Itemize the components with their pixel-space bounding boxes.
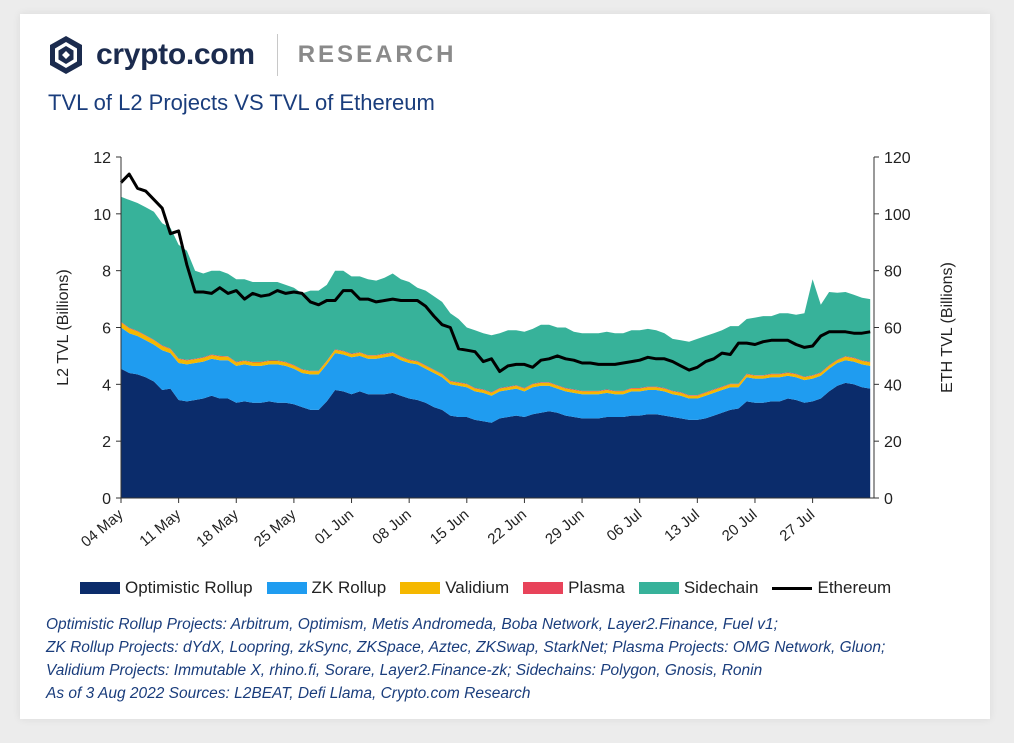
y-tick-label: 6 <box>102 321 111 338</box>
x-tick-label: 18 May <box>193 506 242 551</box>
legend-item-optimistic-rollup: Optimistic Rollup <box>80 578 253 598</box>
x-tick-label: 06 Jul <box>604 506 646 545</box>
x-tick-label: 13 Jul <box>661 506 703 545</box>
y-tick-label: 10 <box>93 207 111 224</box>
x-tick-label: 29 Jun <box>542 506 587 548</box>
legend-label: Validium <box>445 578 510 597</box>
note-zk-rollup: ZK Rollup Projects: dYdX, Loopring, zkSy… <box>46 639 886 656</box>
y-tick-label: 2 <box>102 434 111 451</box>
legend-item-zk-rollup: ZK Rollup <box>266 578 387 598</box>
legend-swatch <box>266 582 307 594</box>
note-optimistic-rollup: Optimistic Rollup Projects: Arbitrum, Op… <box>46 616 778 633</box>
note-validium: Validium Projects: Immutable X, rhino.fi… <box>46 662 763 679</box>
x-tick-label: 22 Jun <box>485 506 530 548</box>
y2-tick-label: 100 <box>884 207 911 224</box>
legend-label: Ethereum <box>817 578 892 597</box>
legend-item-ethereum: Ethereum <box>772 578 891 598</box>
legend-swatch <box>638 582 679 594</box>
legend-swatch <box>772 586 813 590</box>
brand-divider <box>276 34 278 76</box>
y-tick-label: 4 <box>102 377 111 394</box>
legend-label: Optimistic Rollup <box>125 578 253 597</box>
y2-axis-title: ETH TVL (Billions) <box>939 262 956 393</box>
legend-label: Sidechain <box>683 578 759 597</box>
legend-swatch <box>523 582 564 594</box>
x-tick-label: 01 Jun <box>312 506 357 548</box>
y-tick-label: 8 <box>102 264 111 281</box>
x-tick-label: 08 Jun <box>369 506 414 548</box>
legend-swatch <box>80 582 120 594</box>
area-zk-rollup <box>121 327 871 423</box>
chart-title: TVL of L2 Projects VS TVL of Ethereum <box>48 90 435 115</box>
y-tick-label: 0 <box>102 491 111 508</box>
chart-legend: Optimistic Rollup ZK Rollup Validium Plasma… <box>80 576 905 600</box>
brand-subtitle: RESEARCH <box>297 41 457 68</box>
x-tick-label: 04 May <box>78 506 127 551</box>
y2-tick-label: 120 <box>884 150 911 167</box>
legend-item-validium: Validium <box>400 578 509 598</box>
x-tick-label: 15 Jun <box>427 506 472 548</box>
x-tick-label: 11 May <box>136 506 184 550</box>
brand-name: crypto.com <box>96 38 255 71</box>
x-tick-label: 27 Jul <box>777 506 819 545</box>
legend-item-plasma: Plasma <box>523 578 625 598</box>
area-optimistic-rollup <box>121 368 871 498</box>
x-tick-label: 20 Jul <box>719 506 761 545</box>
y2-tick-label: 40 <box>884 377 902 394</box>
area-sidechain <box>121 196 871 396</box>
y-axis-title: L2 TVL (Billions) <box>55 269 72 386</box>
brand-header: crypto.com RESEARCH <box>48 32 456 78</box>
legend-swatch <box>400 582 441 594</box>
y2-tick-label: 20 <box>884 434 902 451</box>
crypto-com-logo-icon <box>50 36 82 74</box>
note-sources: As of 3 Aug 2022 Sources: L2BEAT, Defi L… <box>46 685 531 702</box>
legend-label: ZK Rollup <box>311 578 387 597</box>
legend-label: Plasma <box>568 578 625 597</box>
y-tick-label: 12 <box>93 150 111 167</box>
y2-tick-label: 0 <box>884 491 893 508</box>
line-ethereum <box>119 172 871 373</box>
chart-notes: Optimistic Rollup Projects: Arbitrum, Op… <box>46 613 976 705</box>
y2-tick-label: 80 <box>884 264 902 281</box>
x-tick-label: 25 May <box>251 506 300 551</box>
y2-tick-label: 60 <box>884 321 902 338</box>
legend-item-sidechain: Sidechain <box>638 578 759 598</box>
